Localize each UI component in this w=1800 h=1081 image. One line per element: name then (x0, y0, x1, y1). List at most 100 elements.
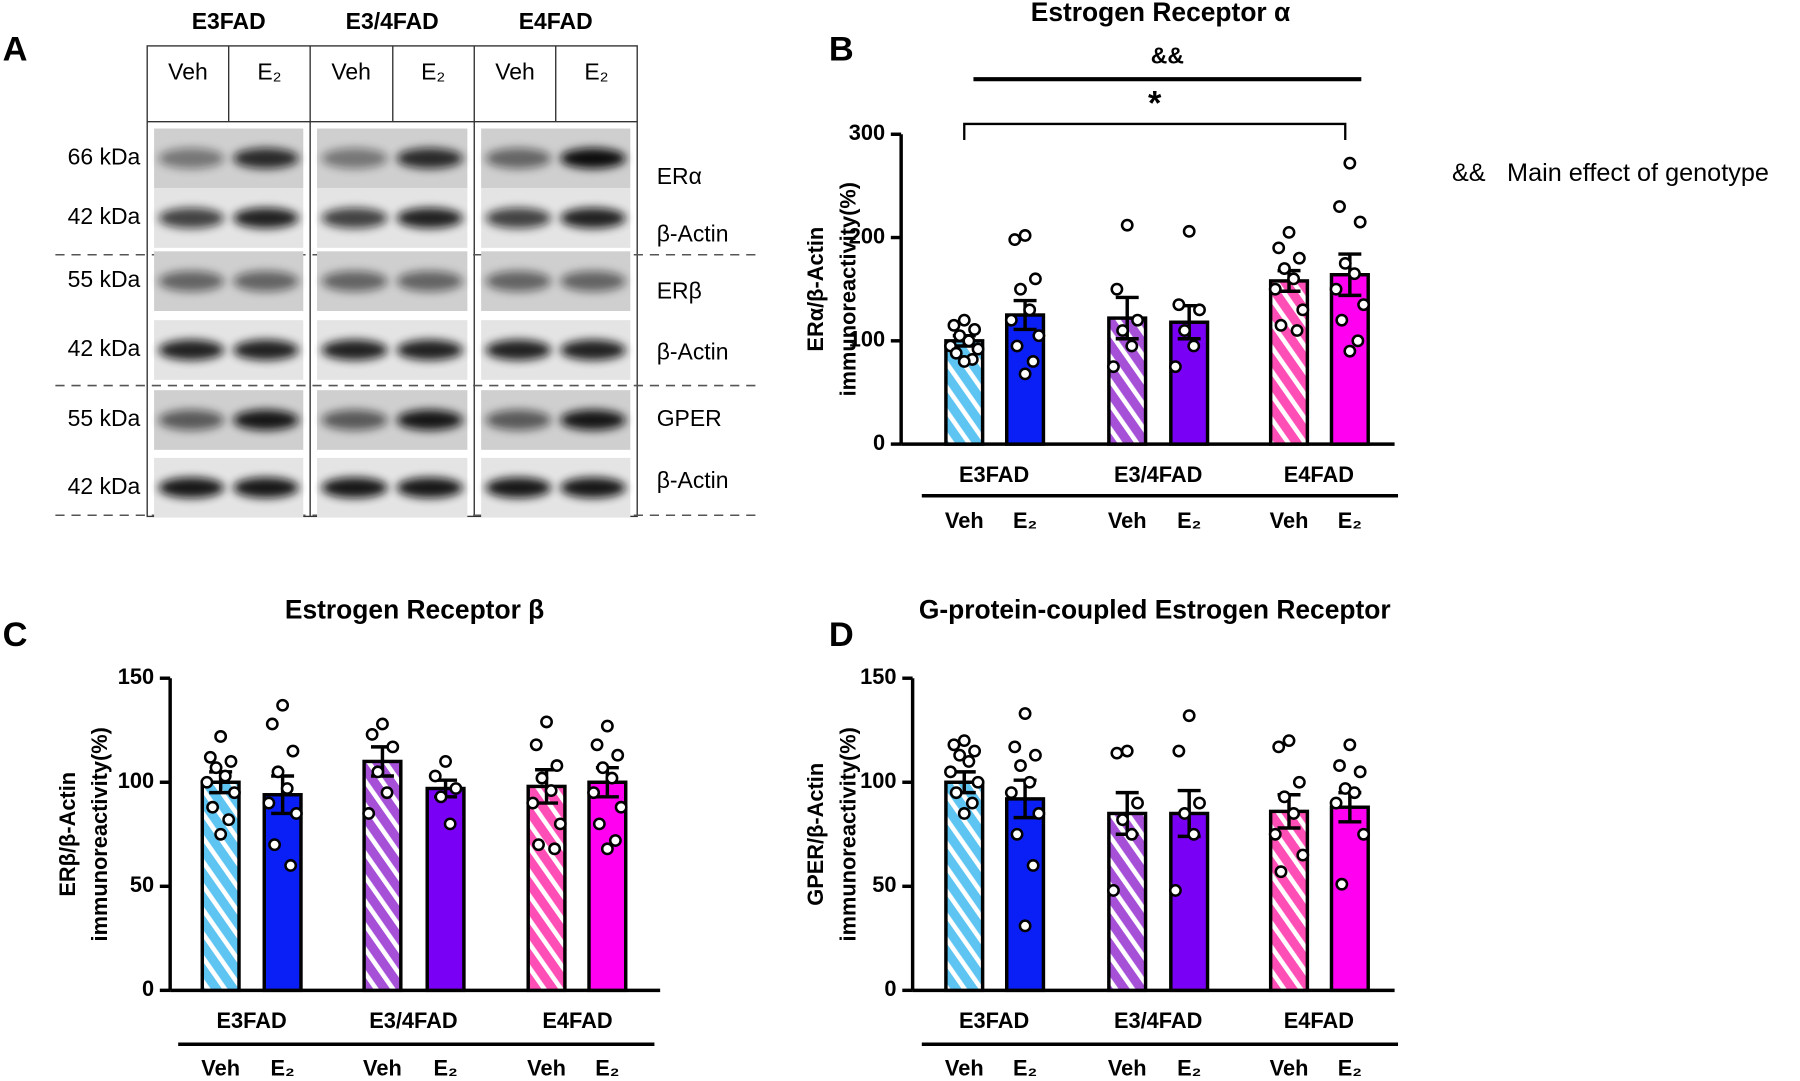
bar (200, 780, 241, 993)
data-point (611, 748, 625, 762)
group-label: E3/4FAD (1114, 1008, 1202, 1033)
bar (1268, 809, 1310, 993)
treatment-label: Veh (168, 59, 208, 85)
data-point (439, 755, 452, 768)
y-tick-label: 100 (849, 327, 885, 352)
data-point (1292, 775, 1306, 789)
data-point (608, 834, 622, 847)
data-point (953, 329, 967, 343)
data-point (214, 730, 228, 743)
data-point (526, 796, 540, 810)
treatment-label: E₂ (595, 1055, 619, 1080)
data-point (428, 769, 442, 783)
data-point (1004, 786, 1018, 800)
data-point (265, 717, 279, 731)
data-point (957, 807, 971, 820)
panel-letter: B (829, 31, 854, 69)
data-point (1335, 313, 1349, 327)
data-point (1182, 224, 1196, 238)
blot-band (233, 409, 299, 431)
data-point (1028, 272, 1042, 286)
data-point (965, 796, 979, 810)
group-label: E4FAD (542, 1008, 612, 1033)
data-point (1010, 339, 1024, 353)
y-axis-label: immunoreactivity(%) (87, 727, 112, 941)
data-point (1010, 827, 1024, 841)
protein-label: β-Actin (657, 339, 729, 365)
kda-label: 42 kDa (68, 473, 141, 499)
blot-band (233, 477, 299, 499)
bar (425, 786, 466, 993)
kda-label: 55 kDa (68, 266, 141, 292)
data-point (280, 782, 294, 795)
blot-band (158, 270, 225, 292)
y-axis-label: ERβ/β-Actin (55, 772, 80, 897)
data-point (968, 744, 982, 758)
data-point (550, 759, 564, 773)
data-point (1333, 200, 1346, 213)
data-point (1026, 859, 1040, 872)
data-point (553, 817, 567, 831)
blot-band (485, 477, 552, 499)
protein-label: ERβ (657, 278, 702, 304)
data-point (1292, 251, 1306, 265)
data-point (1357, 298, 1371, 312)
bar (362, 759, 403, 993)
data-point (1178, 807, 1192, 820)
blot-band (560, 148, 626, 169)
group-label: E4FAD (1284, 1008, 1354, 1033)
data-point (1353, 215, 1367, 229)
data-point (1107, 884, 1120, 897)
blot-band (321, 409, 388, 431)
data-point (224, 755, 238, 768)
data-point (1187, 339, 1201, 353)
data-point (1187, 827, 1201, 841)
data-point (962, 755, 976, 768)
y-tick-label: 300 (849, 120, 885, 145)
y-axis-label: immunoreactivity(%) (835, 727, 860, 941)
data-point (286, 744, 300, 758)
blot-band (560, 477, 626, 499)
blot-band (396, 409, 463, 431)
treatment-label: Veh (495, 59, 535, 85)
data-point (209, 761, 223, 775)
data-point (268, 838, 282, 852)
data-point (1172, 298, 1186, 312)
data-point (947, 318, 961, 332)
treatment-label: Veh (1108, 1055, 1147, 1080)
data-point (1274, 865, 1288, 879)
blot-band (158, 207, 225, 229)
data-point (1014, 282, 1027, 296)
y-tick-label: 150 (860, 664, 896, 689)
data-point (971, 342, 985, 356)
data-point (596, 761, 610, 775)
blot-band (158, 409, 225, 431)
data-point (949, 786, 963, 800)
data-point (1268, 282, 1282, 296)
data-point (968, 323, 982, 336)
kda-label: 66 kDa (68, 143, 141, 169)
data-point (1272, 241, 1286, 255)
bar (1169, 320, 1210, 446)
data-point (371, 765, 385, 779)
treatment-label: E₂ (1177, 1055, 1201, 1080)
data-point (1116, 813, 1130, 827)
treatment-label: Veh (945, 1055, 984, 1080)
data-point (1178, 324, 1192, 337)
data-point (218, 769, 232, 783)
treatment-label: Veh (363, 1055, 402, 1080)
data-point (365, 727, 379, 741)
blot-band (158, 148, 225, 169)
data-point (1335, 877, 1349, 891)
group-label: E4FAD (1284, 462, 1354, 487)
blot-band (396, 477, 463, 499)
blot-band (485, 148, 552, 169)
y-tick-label: 150 (118, 664, 154, 689)
group-label: E3FAD (959, 462, 1029, 487)
data-point (1333, 759, 1346, 773)
data-point (1107, 360, 1120, 374)
treatment-label: E₂ (421, 59, 445, 85)
note-text: Main effect of genotype (1507, 159, 1769, 187)
blot-band (485, 339, 552, 361)
